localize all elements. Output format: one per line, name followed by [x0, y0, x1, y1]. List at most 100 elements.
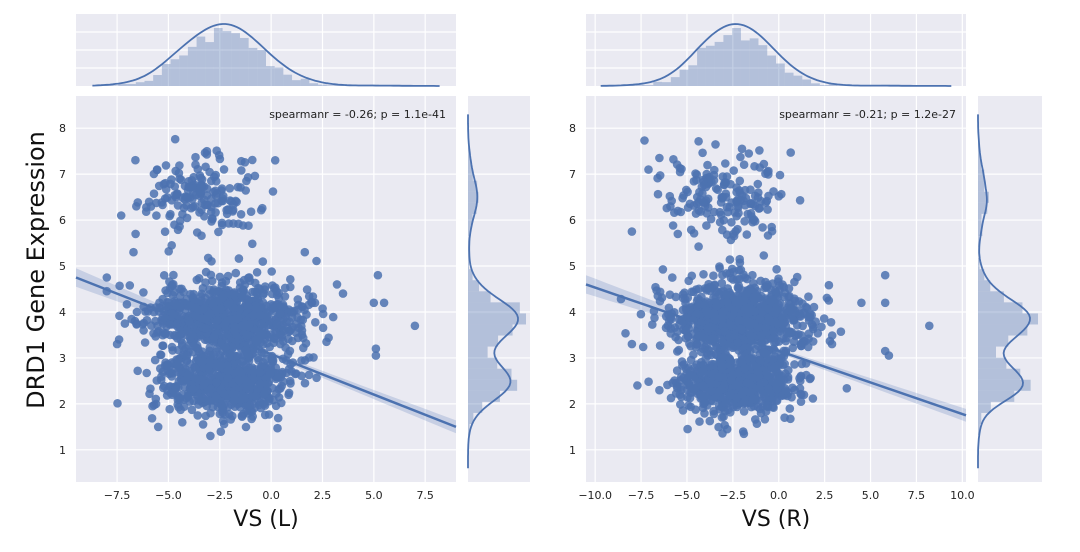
scatter-point [371, 351, 381, 360]
scatter-point [826, 318, 836, 327]
scatter-point [182, 351, 192, 361]
right-points [616, 136, 934, 439]
scatter-point [743, 209, 753, 219]
scatter-point [262, 386, 271, 396]
right-hist-bar [468, 412, 474, 424]
right-hist-bar [978, 236, 979, 248]
scatter-point [676, 400, 685, 409]
right-hist-bar [468, 213, 473, 225]
scatter-point [640, 136, 649, 145]
scatter-point [734, 299, 743, 309]
scatter-point [721, 347, 730, 357]
scatter-point [275, 309, 285, 318]
scatter-point [223, 374, 233, 383]
scatter-point [301, 339, 311, 348]
scatter-point [761, 407, 771, 416]
x-tick-label: −2.5 [206, 489, 233, 502]
scatter-point [737, 144, 747, 154]
scatter-point [804, 292, 813, 302]
scatter-point [740, 386, 750, 396]
right-hist-bar [978, 213, 982, 225]
scatter-point [175, 363, 184, 372]
scatter-point [648, 320, 657, 329]
scatter-point [789, 337, 799, 347]
scatter-point [795, 309, 805, 319]
left-y-ticks: 1 2 3 4 5 6 7 8 [59, 122, 66, 457]
top-hist-bar [161, 64, 171, 86]
scatter-point [673, 327, 682, 337]
scatter-point [771, 364, 781, 374]
scatter-point [284, 327, 294, 337]
scatter-point [740, 305, 750, 314]
scatter-point [120, 319, 130, 328]
scatter-point [141, 207, 151, 216]
scatter-point [787, 309, 797, 318]
scatter-point [754, 204, 764, 213]
scatter-point [790, 360, 799, 369]
scatter-point [217, 186, 226, 195]
scatter-point [115, 281, 124, 291]
y-tick-label: 3 [569, 352, 576, 365]
top-hist-bar [626, 85, 636, 86]
scatter-point [273, 423, 282, 433]
scatter-point [748, 360, 758, 370]
scatter-point [262, 301, 271, 311]
scatter-point [698, 148, 707, 158]
right-hist-bar [978, 357, 1007, 369]
scatter-point [155, 298, 164, 308]
top-hist-bar [767, 55, 776, 86]
scatter-point [184, 391, 193, 401]
scatter-point [200, 200, 210, 210]
scatter-point [708, 283, 717, 293]
scatter-point [228, 389, 238, 399]
scatter-point [758, 223, 767, 232]
scatter-point [734, 315, 744, 325]
scatter-point [170, 288, 179, 297]
x-tick-label: −5.0 [674, 489, 701, 502]
scatter-point [717, 413, 727, 422]
scatter-point [750, 319, 759, 328]
scatter-point [338, 289, 348, 298]
scatter-point [799, 390, 809, 400]
scatter-point [749, 292, 758, 302]
right-hist-bar [468, 258, 470, 270]
scatter-point [236, 210, 246, 219]
left-top-marginal [76, 14, 456, 87]
top-hist-bar [196, 36, 206, 86]
left-jointplot: spearmanr = -0.26; p = 1.1e-41 −7.5 −5.0−… [59, 14, 530, 532]
scatter-point [777, 353, 786, 363]
top-hist-bar [653, 81, 663, 86]
scatter-point [209, 332, 219, 342]
scatter-point [193, 344, 203, 353]
scatter-point [709, 271, 718, 281]
right-hist-bar [978, 390, 1015, 402]
scatter-point [265, 369, 275, 378]
scatter-point [650, 313, 659, 323]
scatter-point [817, 322, 826, 332]
scatter-point [678, 305, 688, 315]
scatter-point [179, 203, 189, 213]
scatter-point [742, 378, 752, 388]
scatter-point [113, 399, 122, 408]
left-right-marginal-panel [468, 96, 530, 482]
scatter-point [627, 339, 637, 349]
scatter-point [775, 170, 785, 180]
scatter-point [209, 287, 219, 296]
scatter-point [268, 306, 278, 316]
scatter-point [801, 302, 811, 312]
scatter-point [300, 247, 310, 257]
scatter-point [725, 354, 735, 364]
scatter-point [262, 311, 272, 321]
right-hist-bar [468, 357, 498, 369]
scatter-point [129, 247, 138, 257]
scatter-point [809, 302, 819, 312]
y-tick-label: 4 [59, 306, 66, 319]
scatter-point [373, 270, 383, 280]
scatter-point [718, 270, 727, 280]
scatter-point [216, 427, 226, 437]
right-hist-bar [978, 158, 981, 170]
right-right-marginal [977, 114, 1042, 469]
scatter-point [739, 160, 749, 169]
scatter-point [754, 383, 764, 393]
scatter-point [696, 368, 706, 377]
